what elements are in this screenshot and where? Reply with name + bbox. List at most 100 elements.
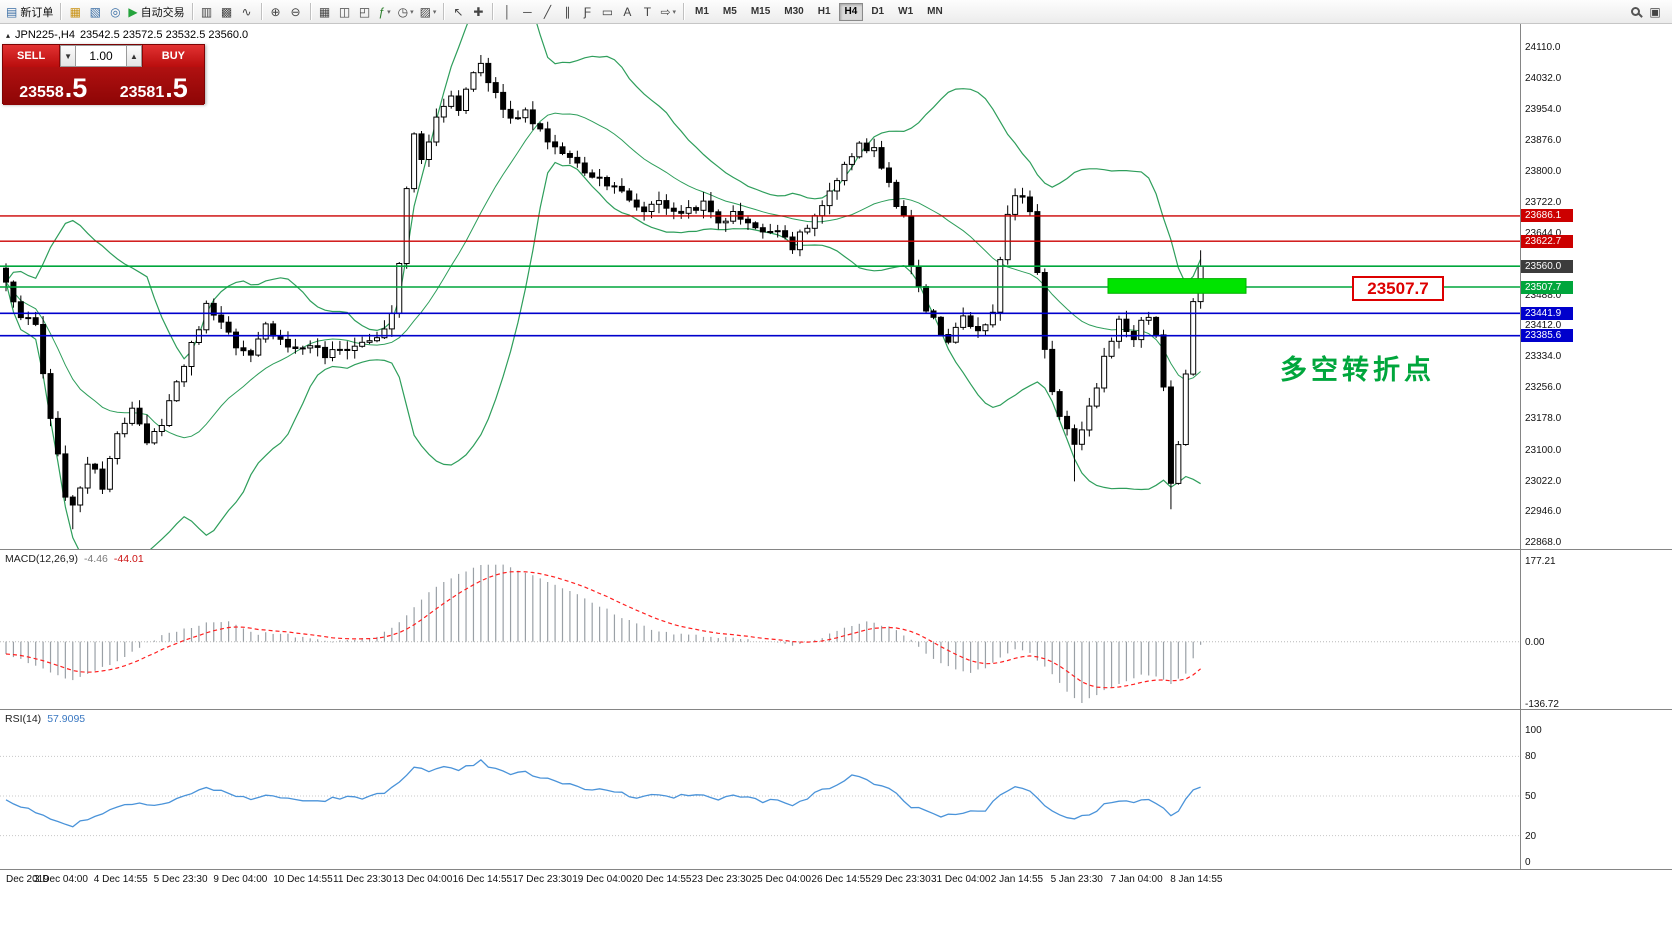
- equidistant-channel-button[interactable]: ∥: [557, 2, 577, 22]
- buy-price-int: 23581: [119, 84, 165, 102]
- price-tick-label: 22868.0: [1525, 537, 1562, 548]
- autotrading-button[interactable]: ▶ 自动交易: [125, 2, 187, 22]
- rsi-tick-label: 20: [1525, 830, 1537, 842]
- price-callout-label[interactable]: 23507.7: [1352, 276, 1444, 301]
- sell-button[interactable]: SELL: [3, 45, 61, 67]
- zoom-in-icon: ⊕: [270, 4, 281, 19]
- macd-chart-canvas[interactable]: [0, 550, 1520, 709]
- timeframe-m1-button[interactable]: M1: [695, 6, 709, 17]
- time-tick-label: 11 Dec 23:30: [333, 874, 392, 885]
- sell-price-int: 23558: [19, 84, 64, 102]
- symbol-collapse-icon[interactable]: ▴: [6, 30, 11, 40]
- tile-windows-button[interactable]: ◫: [335, 2, 355, 22]
- buy-price[interactable]: 23581 .5: [104, 67, 205, 105]
- buy-button[interactable]: BUY: [141, 45, 204, 67]
- volume-decrease-button[interactable]: ▼: [60, 45, 77, 67]
- tile-windows-icon: ◫: [338, 4, 351, 19]
- price-axis[interactable]: 24110.0 24032.0 23954.0 23876.0 23800.0 23722…: [1520, 24, 1672, 549]
- text-button[interactable]: A: [617, 2, 637, 22]
- templates-button[interactable]: ▨ ▾: [417, 2, 440, 22]
- price-tick-label: 23178.0: [1525, 413, 1562, 425]
- arrows-icon: ⇨: [660, 4, 671, 19]
- horizontal-line-button[interactable]: ─: [517, 2, 537, 22]
- time-axis[interactable]: Dec 2019 3 Dec 04:00 4 Dec 14:55 5 Dec 23:3…: [0, 869, 1672, 889]
- time-tick-label: 26 Dec 14:55: [811, 874, 871, 885]
- timeframe-d1-button[interactable]: D1: [871, 6, 885, 17]
- rsi-label: RSI(14) 57.9095: [5, 713, 85, 725]
- chart-shift-button[interactable]: ▦: [65, 2, 85, 22]
- price-tag-23385.6: 23385.6: [1521, 329, 1573, 343]
- zoom-in-button[interactable]: ⊕: [266, 2, 286, 22]
- toolbar-right-group: ▣: [1625, 0, 1669, 24]
- trendline-button[interactable]: ╱: [537, 2, 557, 22]
- timeframe-h4-button[interactable]: H4: [838, 2, 864, 21]
- timeframe-m30-button[interactable]: M30: [784, 6, 804, 17]
- macd-axis[interactable]: 177.21 0.00 -136.72: [1520, 549, 1672, 709]
- line-chart-button[interactable]: ∿: [237, 2, 257, 22]
- fibonacci-button[interactable]: Ƒ: [577, 2, 597, 22]
- chart-window-button[interactable]: ▣: [1645, 2, 1665, 22]
- toolbar-separator: [492, 3, 494, 20]
- time-tick-label: 20 Dec 14:55: [632, 874, 692, 885]
- chart-annotation-text[interactable]: 多空转折点: [1280, 355, 1435, 385]
- zoom-out-button[interactable]: ⊖: [286, 2, 306, 22]
- timeframe-w1-button[interactable]: W1: [898, 6, 914, 17]
- crosshair-button[interactable]: ✚: [468, 2, 488, 22]
- rsi-panel: RSI(14) 57.9095: [0, 709, 1520, 869]
- time-tick-label: 7 Jan 04:00: [1110, 874, 1163, 885]
- sell-price[interactable]: 23558 .5: [3, 67, 104, 105]
- vertical-line-button[interactable]: │: [497, 2, 517, 22]
- trade-panel-prices: 23558 .5 23581 .5: [3, 67, 204, 105]
- macd-tick-label: 0.00: [1525, 636, 1545, 648]
- time-tick-label: 19 Dec 04:00: [572, 874, 632, 885]
- timeframe-h1-button[interactable]: H1: [817, 6, 831, 17]
- magnifier-icon: [1630, 7, 1640, 16]
- arrows-button[interactable]: ⇨ ▾: [657, 2, 679, 22]
- macd-tick-label: 177.21: [1525, 556, 1556, 567]
- cascade-windows-button[interactable]: ◰: [355, 2, 375, 22]
- one-click-trading-panel: SELL ▼ ▲ BUY 23558 .5 23581 .5: [2, 44, 205, 105]
- rsi-name: RSI(14): [5, 713, 42, 725]
- buy-price-frac: .5: [165, 73, 188, 104]
- shapes-button[interactable]: ▭: [597, 2, 617, 22]
- volume-input[interactable]: [76, 45, 127, 67]
- grid-button[interactable]: ▦: [315, 2, 335, 22]
- price-tick-label: 24110.0: [1525, 42, 1561, 53]
- line-chart-icon: ∿: [241, 4, 252, 19]
- text-label-button[interactable]: T: [637, 2, 657, 22]
- profile-button[interactable]: ▧: [85, 2, 105, 22]
- new-order-button[interactable]: ▤ 新订单: [3, 2, 56, 22]
- price-tick-label: 23800.0: [1525, 165, 1562, 177]
- periods-button[interactable]: ◷ ▾: [395, 2, 417, 22]
- timeframe-m15-button[interactable]: M15: [750, 6, 771, 17]
- price-tick-label: 22946.0: [1525, 505, 1562, 517]
- price-tag-23441.9: 23441.9: [1521, 306, 1573, 320]
- cursor-button[interactable]: ↖: [448, 2, 468, 22]
- rsi-value: 57.9095: [47, 713, 86, 725]
- toolbar-separator: [683, 3, 685, 20]
- autotrading-icon: ▶: [128, 4, 138, 19]
- chevron-down-icon: ▾: [432, 8, 437, 16]
- timeframe-m5-button[interactable]: M5: [722, 6, 737, 17]
- price-tick-label: 23876.0: [1525, 135, 1562, 147]
- price-chart-canvas[interactable]: [0, 24, 1520, 549]
- search-button[interactable]: [1625, 2, 1645, 22]
- rsi-axis[interactable]: 100 80 50 20 0: [1520, 709, 1672, 869]
- trendline-icon: ╱: [543, 4, 552, 19]
- ohlc-bars-icon: ▥: [200, 4, 213, 19]
- profile-icon: ▧: [89, 4, 102, 19]
- macd-main-value: -4.46: [83, 553, 108, 565]
- indicators-button[interactable]: ƒ ▾: [375, 2, 395, 22]
- rsi-chart-canvas[interactable]: [0, 710, 1520, 869]
- timeframe-mn-button[interactable]: MN: [927, 6, 943, 17]
- grid-icon: ▦: [318, 4, 331, 19]
- text-icon: A: [623, 4, 632, 19]
- symbol-name: JPN225-,H4: [15, 29, 75, 41]
- symbol-ohlc-values: 23542.5 23572.5 23532.5 23560.0: [79, 29, 249, 41]
- volume-increase-button[interactable]: ▲: [126, 45, 142, 67]
- refresh-button[interactable]: ◎: [105, 2, 125, 22]
- ohlc-bars-button[interactable]: ▥: [197, 2, 217, 22]
- sell-price-frac: .5: [64, 73, 88, 104]
- candlestick-chart-button[interactable]: ▩: [217, 2, 237, 22]
- periods-icon: ◷: [397, 4, 409, 19]
